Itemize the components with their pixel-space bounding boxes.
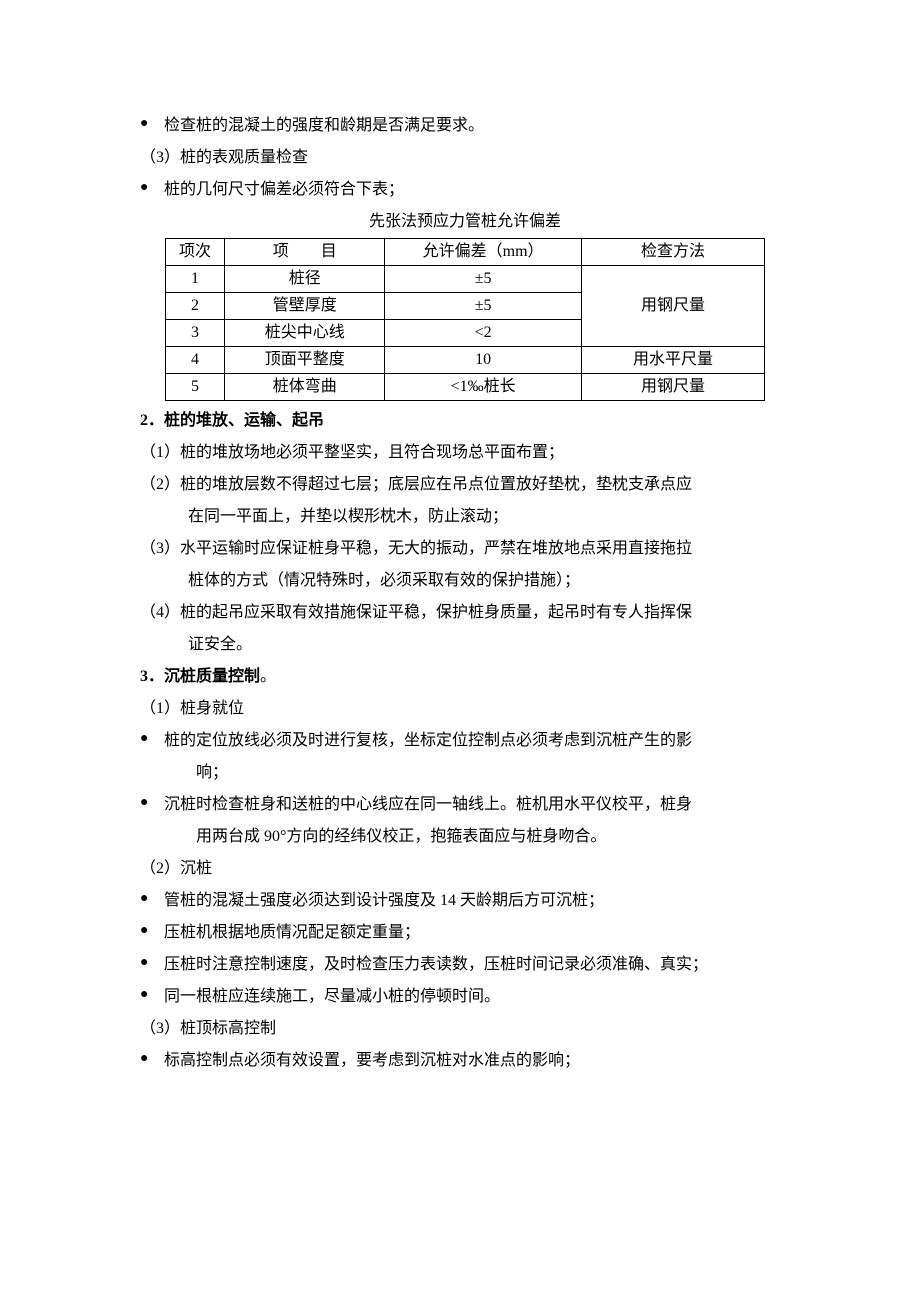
section-3-title-text: 3．沉桩质量控制 xyxy=(140,668,260,685)
document-page: 检查桩的混凝土的强度和龄期是否满足要求。 （3）桩的表观质量检查 桩的几何尺寸偏… xyxy=(0,0,920,1302)
table-row: 5桩体弯曲<1‰桩长用钢尺量 xyxy=(166,374,765,401)
section-2-items: （1）桩的堆放场地必须平整坚实，且符合现场总平面布置；（2）桩的堆放层数不得超过… xyxy=(140,437,790,661)
cell-tolerance: ±5 xyxy=(385,293,582,320)
cell-idx: 5 xyxy=(166,374,225,401)
list-item: （3）水平运输时应保证桩身平稳，无大的振动，严禁在堆放地点采用直接拖拉桩体的方式… xyxy=(140,533,790,597)
cell-item: 管壁厚度 xyxy=(225,293,385,320)
bullet-item: 同一根桩应连续施工，尽量减小桩的停顿时间。 xyxy=(140,981,790,1013)
th-idx: 项次 xyxy=(166,239,225,266)
text: 沉桩时检查桩身和送桩的中心线应在同一轴线上。桩机用水平仪校平，桩身 xyxy=(164,789,790,821)
text: 压桩机根据地质情况配足额定重量； xyxy=(164,917,790,949)
intro-num-3: （3）桩的表观质量检查 xyxy=(140,142,790,174)
cell-item: 桩体弯曲 xyxy=(225,374,385,401)
text-cont: 桩体的方式（情况特殊时，必须采取有效的保护措施）； xyxy=(140,565,790,597)
bullet-item: 压桩机根据地质情况配足额定重量； xyxy=(140,917,790,949)
intro-bullet-1: 检查桩的混凝土的强度和龄期是否满足要求。 xyxy=(140,110,790,142)
cell-tolerance: <2 xyxy=(385,320,582,347)
cell-idx: 2 xyxy=(166,293,225,320)
text: 同一根桩应连续施工，尽量减小桩的停顿时间。 xyxy=(164,981,790,1013)
text: 桩的定位放线必须及时进行复核，坐标定位控制点必须考虑到沉桩产生的影 xyxy=(164,725,790,757)
table-row: 1桩径±5用钢尺量 xyxy=(166,266,765,293)
sec3-sub1-bullets: 桩的定位放线必须及时进行复核，坐标定位控制点必须考虑到沉桩产生的影响；沉桩时检查… xyxy=(140,725,790,853)
text-cont: 证安全。 xyxy=(140,629,790,661)
list-item: （4）桩的起吊应采取有效措施保证平稳，保护桩身质量，起吊时有专人指挥保证安全。 xyxy=(140,597,790,661)
cell-tolerance: 10 xyxy=(385,347,582,374)
text-cont: 在同一平面上，并垫以楔形枕木，防止滚动； xyxy=(140,501,790,533)
text: 标高控制点必须有效设置，要考虑到沉桩对水准点的影响； xyxy=(164,1045,790,1077)
sec3-sub2-label: （2）沉桩 xyxy=(140,853,790,885)
bullet-item: 标高控制点必须有效设置，要考虑到沉桩对水准点的影响； xyxy=(140,1045,790,1077)
text: （3）桩的表观质量检查 xyxy=(140,149,308,166)
cell-idx: 4 xyxy=(166,347,225,374)
bullet-item: 沉桩时检查桩身和送桩的中心线应在同一轴线上。桩机用水平仪校平，桩身 xyxy=(140,789,790,821)
text: （3）水平运输时应保证桩身平稳，无大的振动，严禁在堆放地点采用直接拖拉 xyxy=(140,533,790,565)
section-2-title: 2．桩的堆放、运输、起吊 xyxy=(140,405,790,437)
list-item: （2）桩的堆放层数不得超过七层；底层应在吊点位置放好垫枕，垫枕支承点应在同一平面… xyxy=(140,469,790,533)
cell-item: 桩径 xyxy=(225,266,385,293)
bullet-item: 管桩的混凝土强度必须达到设计强度及 14 天龄期后方可沉桩； xyxy=(140,885,790,917)
th-method: 检查方法 xyxy=(581,239,764,266)
list-item: （1）桩的堆放场地必须平整坚实，且符合现场总平面布置； xyxy=(140,437,790,469)
text-cont: 用两台成 90°方向的经纬仪校正，抱箍表面应与桩身吻合。 xyxy=(140,821,790,853)
sec3-sub1-label: （1）桩身就位 xyxy=(140,693,790,725)
table-caption: 先张法预应力管桩允许偏差 xyxy=(140,206,790,238)
th-tol: 允许偏差（mm） xyxy=(385,239,582,266)
section-3-title-suffix: 。 xyxy=(260,668,276,685)
text: 桩的几何尺寸偏差必须符合下表； xyxy=(164,181,404,198)
text: 压桩时注意控制速度，及时检查压力表读数，压桩时间记录必须准确、真实； xyxy=(164,949,790,981)
bullet-item: 压桩时注意控制速度，及时检查压力表读数，压桩时间记录必须准确、真实； xyxy=(140,949,790,981)
text-cont: 响； xyxy=(140,757,790,789)
intro-bullet-2: 桩的几何尺寸偏差必须符合下表； xyxy=(140,174,790,206)
text: 管桩的混凝土强度必须达到设计强度及 14 天龄期后方可沉桩； xyxy=(164,885,790,917)
text: （1）桩的堆放场地必须平整坚实，且符合现场总平面布置； xyxy=(140,437,790,469)
sec3-sub3-label: （3）桩顶标高控制 xyxy=(140,1013,790,1045)
section-3-title: 3．沉桩质量控制。 xyxy=(140,661,790,693)
cell-item: 顶面平整度 xyxy=(225,347,385,374)
cell-item: 桩尖中心线 xyxy=(225,320,385,347)
text: 检查桩的混凝土的强度和龄期是否满足要求。 xyxy=(164,117,484,134)
table-header-row: 项次 项 目 允许偏差（mm） 检查方法 xyxy=(166,239,765,266)
tolerance-table: 项次 项 目 允许偏差（mm） 检查方法 1桩径±5用钢尺量2管壁厚度±53桩尖… xyxy=(165,238,765,401)
table-row: 4顶面平整度10用水平尺量 xyxy=(166,347,765,374)
cell-tolerance: ±5 xyxy=(385,266,582,293)
sec3-sub2-bullets: 管桩的混凝土强度必须达到设计强度及 14 天龄期后方可沉桩；压桩机根据地质情况配… xyxy=(140,885,790,1013)
cell-idx: 1 xyxy=(166,266,225,293)
table-body: 1桩径±5用钢尺量2管壁厚度±53桩尖中心线<24顶面平整度10用水平尺量5桩体… xyxy=(166,266,765,401)
th-item: 项 目 xyxy=(225,239,385,266)
bullet-item: 桩的定位放线必须及时进行复核，坐标定位控制点必须考虑到沉桩产生的影 xyxy=(140,725,790,757)
cell-tolerance: <1‰桩长 xyxy=(385,374,582,401)
cell-method: 用水平尺量 xyxy=(581,347,764,374)
cell-idx: 3 xyxy=(166,320,225,347)
cell-method: 用钢尺量 xyxy=(581,374,764,401)
cell-method: 用钢尺量 xyxy=(581,266,764,347)
text: （2）桩的堆放层数不得超过七层；底层应在吊点位置放好垫枕，垫枕支承点应 xyxy=(140,469,790,501)
sec3-sub3-bullets: 标高控制点必须有效设置，要考虑到沉桩对水准点的影响； xyxy=(140,1045,790,1077)
text: （4）桩的起吊应采取有效措施保证平稳，保护桩身质量，起吊时有专人指挥保 xyxy=(140,597,790,629)
